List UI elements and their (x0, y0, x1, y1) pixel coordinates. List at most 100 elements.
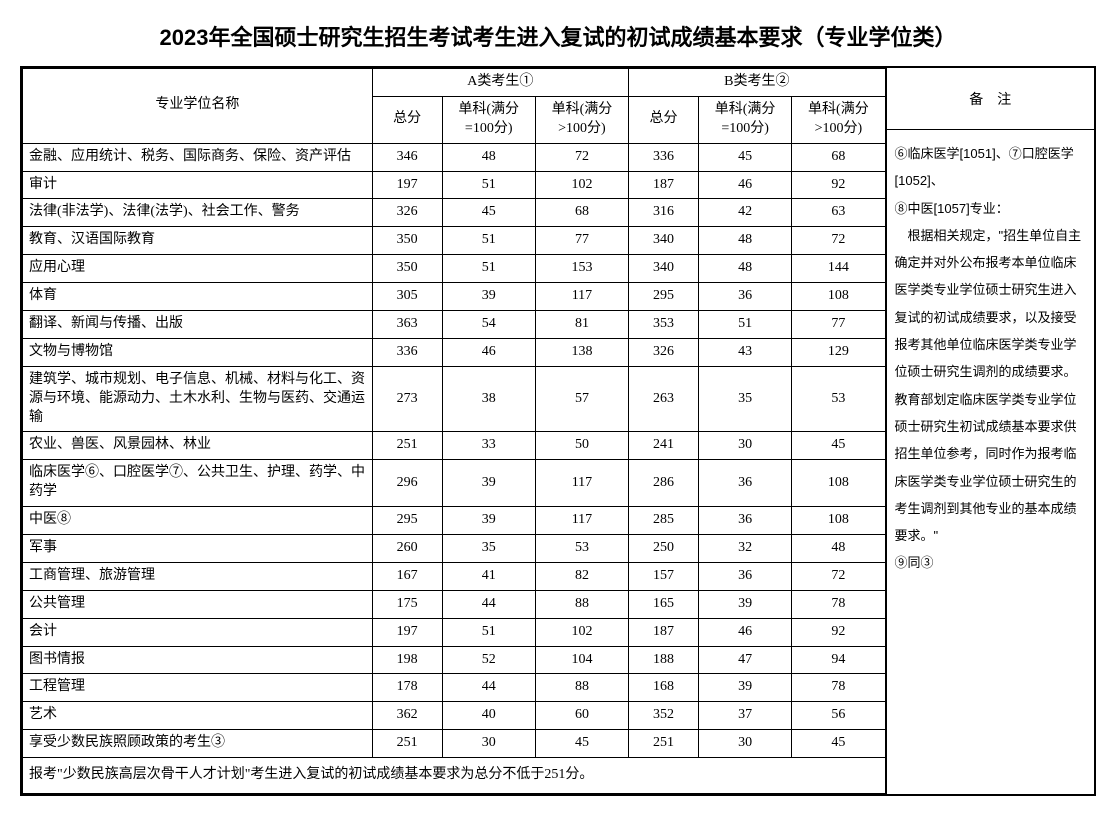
cell-a-total: 167 (372, 562, 442, 590)
table-row: 法律(非法学)、法律(法学)、社会工作、警务32645683164263 (23, 199, 886, 227)
cell-a-total: 363 (372, 311, 442, 339)
table-row: 金融、应用统计、税务、国际商务、保险、资产评估34648723364568 (23, 143, 886, 171)
cell-a-s100p: 60 (535, 702, 628, 730)
cell-b-s100p: 56 (792, 702, 885, 730)
cell-a-s100p: 117 (535, 283, 628, 311)
cell-a-total: 350 (372, 255, 442, 283)
cell-b-s100: 39 (698, 674, 791, 702)
cell-a-total: 362 (372, 702, 442, 730)
cell-a-s100: 48 (442, 143, 535, 171)
cell-a-s100: 44 (442, 590, 535, 618)
th-b-total: 总分 (629, 96, 699, 143)
th-group-a: A类考生① (372, 69, 628, 97)
cell-b-s100p: 72 (792, 562, 885, 590)
cell-b-s100: 45 (698, 143, 791, 171)
cell-b-total: 187 (629, 618, 699, 646)
cell-a-s100: 41 (442, 562, 535, 590)
cell-b-total: 340 (629, 227, 699, 255)
cell-a-total: 251 (372, 432, 442, 460)
cell-a-s100p: 102 (535, 618, 628, 646)
cell-b-s100: 36 (698, 283, 791, 311)
cell-b-s100p: 92 (792, 618, 885, 646)
cell-a-s100p: 50 (535, 432, 628, 460)
cell-b-s100p: 129 (792, 338, 885, 366)
cell-a-total: 305 (372, 283, 442, 311)
footnote-text: 报考"少数民族高层次骨干人才计划"考生进入复试的初试成绩基本要求为总分不低于25… (23, 758, 886, 794)
cell-name: 文物与博物馆 (23, 338, 373, 366)
cell-b-s100p: 92 (792, 171, 885, 199)
cell-name: 应用心理 (23, 255, 373, 283)
cell-a-s100p: 117 (535, 507, 628, 535)
cell-a-s100p: 102 (535, 171, 628, 199)
cell-b-total: 340 (629, 255, 699, 283)
header-row-1: 专业学位名称 A类考生① B类考生② (23, 69, 886, 97)
cell-name: 会计 (23, 618, 373, 646)
remarks-line: ⑧中医[1057]专业： (895, 195, 1086, 222)
cell-b-total: 251 (629, 730, 699, 758)
th-b-s100p: 单科(满分>100分) (792, 96, 885, 143)
cell-b-s100: 42 (698, 199, 791, 227)
cell-name: 工商管理、旅游管理 (23, 562, 373, 590)
cell-b-s100p: 78 (792, 590, 885, 618)
cell-b-s100: 30 (698, 730, 791, 758)
table-row: 军事26035532503248 (23, 535, 886, 563)
cell-b-s100: 43 (698, 338, 791, 366)
cell-b-total: 263 (629, 366, 699, 432)
cell-a-s100: 39 (442, 507, 535, 535)
cell-b-total: 250 (629, 535, 699, 563)
cell-b-total: 165 (629, 590, 699, 618)
table-row: 享受少数民族照顾政策的考生③25130452513045 (23, 730, 886, 758)
th-group-b: B类考生② (629, 69, 885, 97)
cell-a-s100p: 53 (535, 535, 628, 563)
remarks-column: 备 注 ⑥临床医学[1051]、⑦口腔医学[1052]、⑧中医[1057]专业：… (886, 68, 1094, 794)
cell-a-s100p: 72 (535, 143, 628, 171)
cell-b-s100p: 53 (792, 366, 885, 432)
cell-b-s100p: 63 (792, 199, 885, 227)
th-a-s100: 单科(满分=100分) (442, 96, 535, 143)
cell-a-s100: 45 (442, 199, 535, 227)
cell-b-s100: 48 (698, 227, 791, 255)
cell-a-total: 296 (372, 460, 442, 507)
cell-b-total: 316 (629, 199, 699, 227)
cell-b-total: 352 (629, 702, 699, 730)
cell-b-total: 336 (629, 143, 699, 171)
cell-a-s100: 51 (442, 227, 535, 255)
table-row: 艺术36240603523756 (23, 702, 886, 730)
cell-b-total: 188 (629, 646, 699, 674)
cell-b-s100p: 45 (792, 432, 885, 460)
cell-a-total: 350 (372, 227, 442, 255)
cell-b-s100: 36 (698, 460, 791, 507)
cell-name: 建筑学、城市规划、电子信息、机械、材料与化工、资源与环境、能源动力、土木水利、生… (23, 366, 373, 432)
cell-name: 公共管理 (23, 590, 373, 618)
remarks-body: ⑥临床医学[1051]、⑦口腔医学[1052]、⑧中医[1057]专业： 根据相… (887, 130, 1094, 794)
remarks-line: 根据相关规定，"招生单位自主确定并对外公布报考本单位临床医学类专业学位硕士研究生… (895, 222, 1086, 550)
remarks-header: 备 注 (887, 68, 1094, 130)
th-a-s100p: 单科(满分>100分) (535, 96, 628, 143)
th-degree-name: 专业学位名称 (23, 69, 373, 144)
cell-name: 翻译、新闻与传播、出版 (23, 311, 373, 339)
cell-a-s100: 30 (442, 730, 535, 758)
cell-b-total: 168 (629, 674, 699, 702)
table-row: 应用心理3505115334048144 (23, 255, 886, 283)
cell-name: 享受少数民族照顾政策的考生③ (23, 730, 373, 758)
cell-a-s100p: 104 (535, 646, 628, 674)
cell-b-s100: 36 (698, 562, 791, 590)
cell-a-s100p: 81 (535, 311, 628, 339)
cell-a-s100p: 45 (535, 730, 628, 758)
cell-a-s100: 35 (442, 535, 535, 563)
cell-b-s100: 47 (698, 646, 791, 674)
cell-name: 工程管理 (23, 674, 373, 702)
table-row: 文物与博物馆3364613832643129 (23, 338, 886, 366)
cell-a-s100: 40 (442, 702, 535, 730)
cell-name: 法律(非法学)、法律(法学)、社会工作、警务 (23, 199, 373, 227)
cell-name: 军事 (23, 535, 373, 563)
cell-b-s100: 46 (698, 171, 791, 199)
cell-b-s100: 39 (698, 590, 791, 618)
cell-a-s100: 54 (442, 311, 535, 339)
th-a-total: 总分 (372, 96, 442, 143)
cell-b-total: 295 (629, 283, 699, 311)
cell-b-s100p: 108 (792, 460, 885, 507)
cell-a-s100p: 57 (535, 366, 628, 432)
cell-b-s100p: 108 (792, 507, 885, 535)
cell-a-total: 197 (372, 171, 442, 199)
